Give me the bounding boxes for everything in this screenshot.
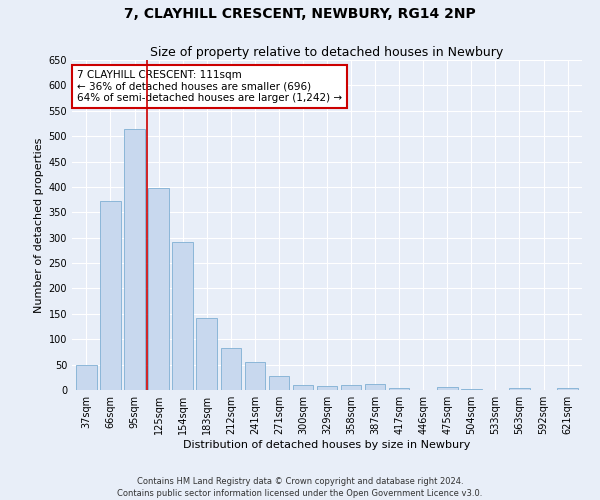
Bar xyxy=(437,388,458,390)
Bar xyxy=(124,128,145,390)
Bar xyxy=(148,188,169,390)
Bar xyxy=(269,376,289,390)
Bar xyxy=(196,318,217,390)
Bar xyxy=(245,362,265,390)
Title: Size of property relative to detached houses in Newbury: Size of property relative to detached ho… xyxy=(151,46,503,59)
Bar xyxy=(389,388,409,390)
Y-axis label: Number of detached properties: Number of detached properties xyxy=(34,138,44,312)
X-axis label: Distribution of detached houses by size in Newbury: Distribution of detached houses by size … xyxy=(184,440,470,450)
Bar xyxy=(317,386,337,390)
Bar xyxy=(557,388,578,390)
Text: Contains HM Land Registry data © Crown copyright and database right 2024.
Contai: Contains HM Land Registry data © Crown c… xyxy=(118,476,482,498)
Bar xyxy=(365,384,385,390)
Bar xyxy=(221,348,241,390)
Bar xyxy=(293,385,313,390)
Bar xyxy=(100,200,121,390)
Text: 7, CLAYHILL CRESCENT, NEWBURY, RG14 2NP: 7, CLAYHILL CRESCENT, NEWBURY, RG14 2NP xyxy=(124,8,476,22)
Bar xyxy=(509,388,530,390)
Bar xyxy=(76,364,97,390)
Text: 7 CLAYHILL CRESCENT: 111sqm
← 36% of detached houses are smaller (696)
64% of se: 7 CLAYHILL CRESCENT: 111sqm ← 36% of det… xyxy=(77,70,342,103)
Bar xyxy=(341,385,361,390)
Bar xyxy=(172,242,193,390)
